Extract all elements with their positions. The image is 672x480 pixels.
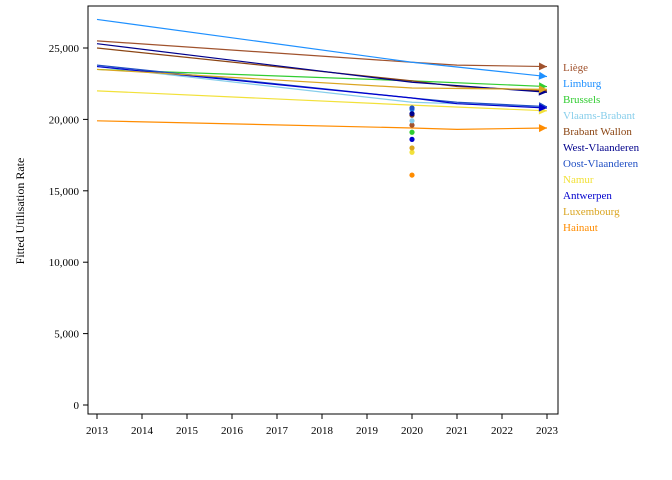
y-tick-label: 25,000 <box>49 43 80 55</box>
x-tick-label: 2018 <box>311 425 334 437</box>
legend-label: Antwerpen <box>563 190 612 202</box>
observed-point <box>409 122 415 128</box>
series-arrowhead <box>538 85 547 94</box>
observed-point <box>409 111 415 117</box>
y-tick-label: 0 <box>74 400 80 412</box>
legend-label: Vlaams-Brabant <box>563 110 635 122</box>
legend-label: West-Vlaanderen <box>563 142 640 154</box>
observed-point <box>409 172 415 178</box>
x-tick-label: 2017 <box>266 425 289 437</box>
legend-label: Namur <box>563 174 594 186</box>
legend-label: Hainaut <box>563 222 598 234</box>
observed-point <box>409 149 415 155</box>
observed-point <box>409 145 415 151</box>
x-tick-label: 2019 <box>356 425 379 437</box>
legend-label: Luxembourg <box>563 206 620 218</box>
series-arrowhead <box>538 62 547 71</box>
series-line <box>96 18 548 78</box>
observed-point <box>409 129 415 135</box>
y-tick-label: 5,000 <box>54 329 79 341</box>
series-line <box>96 40 548 68</box>
x-tick-label: 2016 <box>221 425 244 437</box>
series-arrowhead <box>538 71 547 80</box>
observed-point <box>409 118 415 124</box>
observed-point <box>409 105 415 111</box>
x-tick-label: 2021 <box>446 425 468 437</box>
series-line <box>96 65 548 108</box>
x-tick-label: 2013 <box>86 425 109 437</box>
series-line <box>96 90 548 112</box>
y-tick-label: 10,000 <box>49 257 80 269</box>
legend-label: Brabant Wallon <box>563 126 632 138</box>
series-arrowhead <box>538 124 547 133</box>
legend-label: Oost-Vlaanderen <box>563 158 639 170</box>
series-line <box>96 68 548 91</box>
y-tick-label: 20,000 <box>49 114 80 126</box>
series-line <box>96 64 548 108</box>
y-axis-title: Fitted Utilisation Rate <box>13 158 27 265</box>
series-line <box>96 65 548 109</box>
legend-label: Liège <box>563 62 588 74</box>
x-tick-label: 2022 <box>491 425 513 437</box>
x-tick-label: 2014 <box>131 425 154 437</box>
legend-label: Limburg <box>563 78 602 90</box>
observed-point <box>409 136 415 142</box>
x-tick-label: 2015 <box>176 425 199 437</box>
series-line <box>96 120 548 130</box>
series-arrowhead <box>538 103 547 112</box>
plot-frame <box>87 5 559 415</box>
y-tick-label: 15,000 <box>49 186 80 198</box>
legend-label: Brussels <box>563 94 600 106</box>
x-tick-label: 2020 <box>401 425 424 437</box>
x-tick-label: 2023 <box>536 425 559 437</box>
